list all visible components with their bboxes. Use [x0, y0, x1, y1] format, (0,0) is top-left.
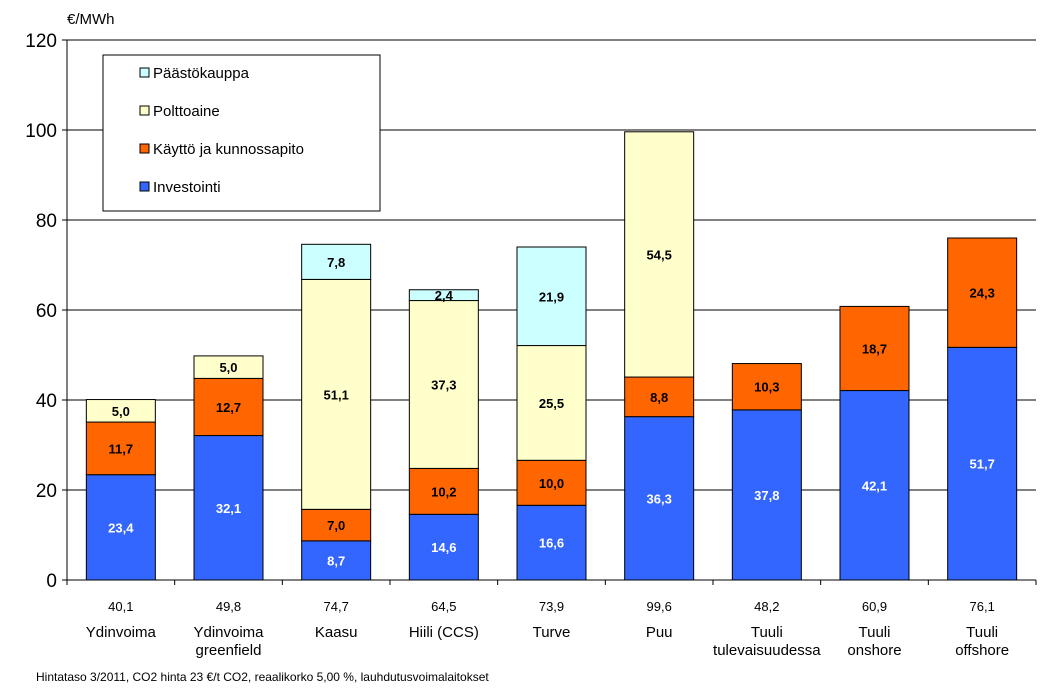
bar-segment-k-ytt-ja-kunnossapito: [947, 237, 1018, 348]
bar-segment-investointi: [624, 416, 695, 581]
x-category-label: Hiili (CCS): [409, 624, 479, 641]
total-label: 60,9: [862, 599, 887, 614]
legend-item-label: Polttoaine: [153, 103, 220, 120]
x-category-label: Tuuli: [859, 624, 891, 641]
data-label: 7,0: [327, 518, 345, 533]
y-tick-label: 0: [46, 571, 57, 592]
data-label: 7,8: [327, 255, 345, 270]
data-label: 37,3: [431, 377, 456, 392]
data-label: 12,7: [216, 400, 241, 415]
x-category-label: Ydinvoima: [193, 624, 264, 641]
bar-segment-k-ytt-ja-kunnossapito: [85, 421, 156, 476]
bar-segment-k-ytt-ja-kunnossapito: [193, 377, 264, 437]
data-labels: 23,4 11,7 5,0 40,1 Ydinvoima 32,1 12,7 5,0 49,8 Y…: [86, 247, 1009, 659]
legend-swatch: [139, 105, 150, 116]
legend-swatch: [139, 143, 150, 154]
total-label: 74,7: [324, 599, 349, 614]
total-label: 48,2: [754, 599, 779, 614]
bar-segment-polttoaine: [516, 345, 587, 461]
bar-segment-k-ytt-ja-kunnossapito: [624, 376, 695, 418]
data-label: 16,6: [539, 536, 564, 551]
data-label: 10,0: [539, 476, 564, 491]
y-axis-unit-label: €/MWh: [67, 11, 115, 28]
data-label: 24,3: [970, 286, 995, 301]
data-label: 5,0: [219, 360, 237, 375]
x-category-label: tulevaisuudessa: [713, 642, 821, 659]
total-label: 99,6: [647, 599, 672, 614]
data-label: 2,4: [435, 288, 454, 303]
x-category-label: Ydinvoima: [86, 624, 157, 641]
data-label: 25,5: [539, 396, 564, 411]
total-label: 49,8: [216, 599, 241, 614]
total-label: 76,1: [970, 599, 995, 614]
bar-segment-p-st-kauppa: [408, 289, 479, 302]
y-tick-label: 100: [25, 121, 57, 142]
bar-segment-investointi: [839, 390, 910, 581]
bar-segment-investointi: [516, 504, 587, 581]
x-category-label: greenfield: [196, 642, 262, 659]
data-label: 5,0: [112, 404, 130, 419]
data-label: 8,7: [327, 553, 345, 568]
data-label: 8,8: [650, 390, 668, 405]
bars: [85, 131, 1018, 581]
legend-item-label: Investointi: [153, 179, 221, 196]
bar-segment-investointi: [731, 409, 802, 581]
x-category-label: Tuuli: [966, 624, 998, 641]
bar-segment-k-ytt-ja-kunnossapito: [731, 363, 802, 411]
axes: 0 20 40 60 80 100 120: [25, 31, 1037, 592]
data-label: 23,4: [108, 520, 134, 535]
data-label: 32,1: [216, 501, 241, 516]
y-tick-label: 80: [36, 211, 57, 232]
x-category-label: Tuuli: [751, 624, 783, 641]
bar-segment-polttoaine: [193, 355, 264, 379]
y-tick-label: 60: [36, 301, 57, 322]
x-category-label: Kaasu: [315, 624, 358, 641]
legend-item-label: Päästökauppa: [153, 65, 250, 82]
total-label: 73,9: [539, 599, 564, 614]
data-label: 42,1: [862, 478, 887, 493]
data-label: 10,2: [431, 484, 456, 499]
data-label: 37,8: [754, 488, 779, 503]
data-label: 51,1: [324, 387, 349, 402]
x-category-label: onshore: [847, 642, 901, 659]
bar-segment-k-ytt-ja-kunnossapito: [301, 508, 372, 542]
legend-item-label: Käyttö ja kunnossapito: [153, 141, 304, 158]
legend: Päästökauppa Polttoaine Käyttö ja kunnossa…: [102, 54, 381, 212]
data-label: 14,6: [431, 540, 456, 555]
data-label: 18,7: [862, 341, 887, 356]
bar-segment-polttoaine: [624, 131, 695, 378]
data-label: 10,3: [754, 380, 779, 395]
total-label: 40,1: [108, 599, 133, 614]
data-label: 51,7: [970, 457, 995, 472]
legend-swatch: [139, 181, 150, 192]
y-tick-label: 20: [36, 481, 57, 502]
bar-segment-investointi: [947, 346, 1018, 581]
bar-segment-polttoaine: [85, 399, 156, 423]
data-label: 36,3: [647, 491, 672, 506]
y-tick-label: 120: [25, 31, 57, 52]
bar-segment-polttoaine: [301, 278, 372, 510]
data-label: 54,5: [647, 247, 672, 262]
bar-segment-polttoaine: [408, 300, 479, 469]
y-tick-label: 40: [36, 391, 57, 412]
data-label: 11,7: [109, 441, 134, 456]
legend-swatch: [139, 67, 150, 78]
x-category-label: Turve: [533, 624, 571, 641]
footnote: Hintataso 3/2011, CO2 hinta 23 €/t CO2, …: [36, 670, 489, 684]
data-label: 21,9: [539, 289, 564, 304]
total-label: 64,5: [431, 599, 456, 614]
x-category-label: Puu: [646, 624, 673, 641]
bar-segment-k-ytt-ja-kunnossapito: [408, 467, 479, 515]
bar-segment-p-st-kauppa: [301, 243, 372, 280]
bar-segment-p-st-kauppa: [516, 246, 587, 347]
bar-segment-k-ytt-ja-kunnossapito: [839, 305, 910, 392]
bar-segment-k-ytt-ja-kunnossapito: [516, 459, 587, 506]
x-category-label: offshore: [955, 642, 1009, 659]
